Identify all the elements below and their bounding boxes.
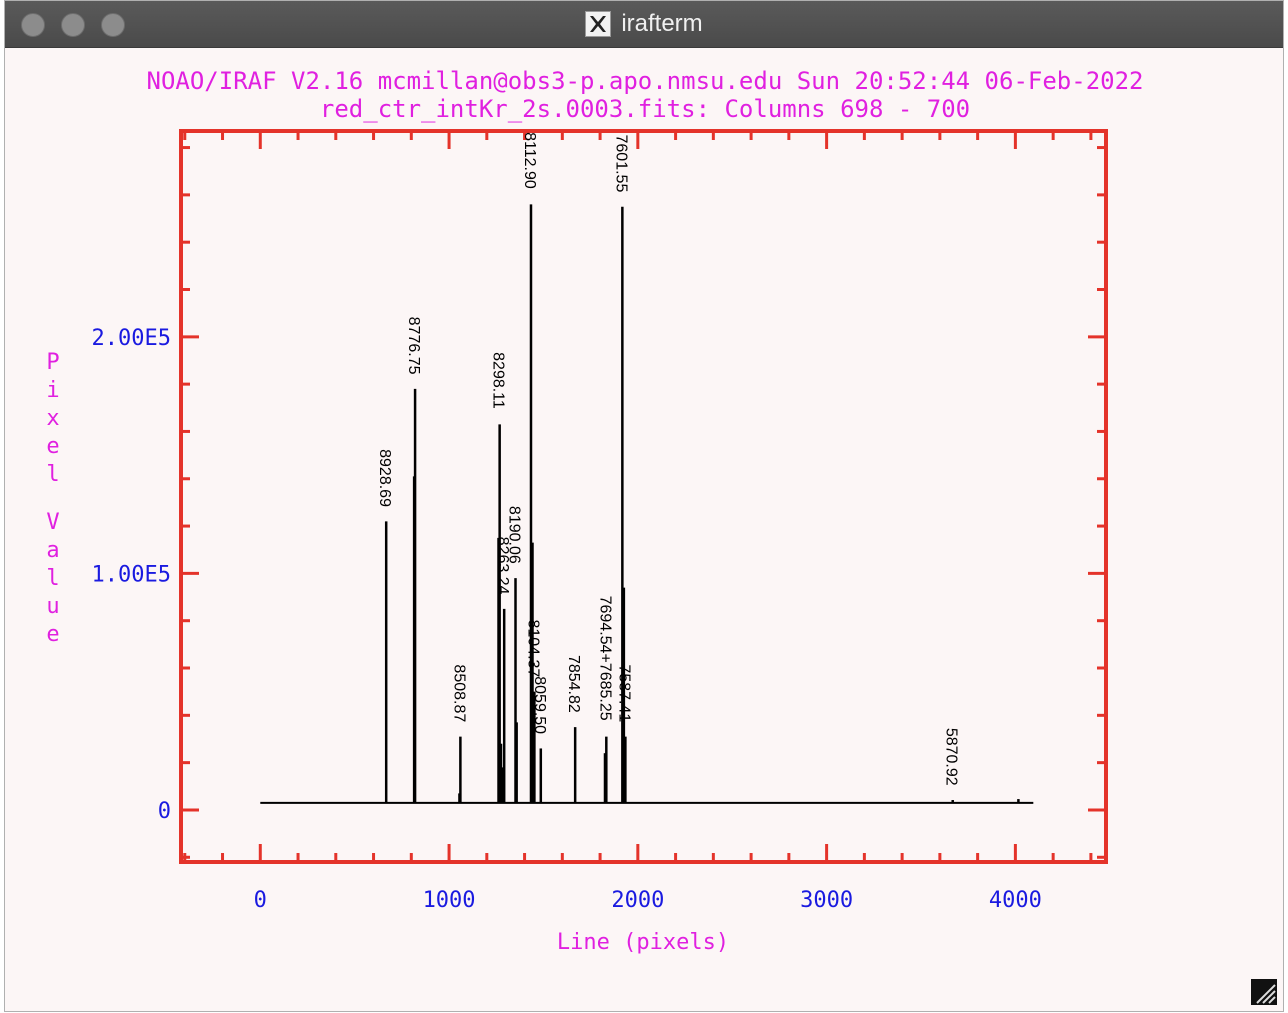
x-tick-label: 2000 <box>611 888 664 913</box>
y-axis-label-char: i <box>46 378 59 403</box>
line-id-label: 8263.24 <box>494 537 511 595</box>
axis-tick-labels: 0 1000 2000 3000 4000 0 1.00E5 2.00E5 <box>92 326 1042 913</box>
plot-subtitle: red_ctr_intKr_2s.0003.fits: Columns 698 … <box>320 95 970 123</box>
line-id-label: 8508.87 <box>450 664 467 722</box>
line-identifications: 8928.69 8776.75 8508.87 8298.11 8263.248190.… <box>376 132 960 786</box>
y-axis-label-char: l <box>46 566 59 591</box>
y-axis-label-char: V <box>46 510 59 535</box>
plot-frame <box>179 129 1108 864</box>
line-id-label: 8104.37 <box>524 619 541 677</box>
close-window-button[interactable] <box>21 13 45 37</box>
y-axis-label-char: a <box>46 538 59 563</box>
line-id-label: 7854.82 <box>565 655 582 713</box>
y-axis-label-char: u <box>46 594 59 619</box>
spectrum-series <box>260 204 1034 804</box>
y-axis-label-char: e <box>46 434 59 459</box>
x-tick-label: 1000 <box>423 888 476 913</box>
line-id-label: 8928.69 <box>376 449 393 507</box>
y-tick-label: 1.00E5 <box>92 562 171 587</box>
resize-grip-icon[interactable] <box>1251 979 1277 1005</box>
zoom-window-button[interactable] <box>101 13 125 37</box>
minimize-window-button[interactable] <box>61 13 85 37</box>
plot-title: NOAO/IRAF V2.16 mcmillan@obs3-p.apo.nmsu… <box>147 67 1144 95</box>
y-axis-label-char: e <box>46 622 59 647</box>
line-id-label: 8112.90 <box>521 132 538 189</box>
axis-ticks <box>181 131 1106 862</box>
x-tick-label: 4000 <box>989 888 1042 913</box>
x-tick-label: 0 <box>254 888 267 913</box>
line-id-label: 7694.54+7685.25 <box>596 596 613 721</box>
line-id-label: 5870.92 <box>943 728 960 786</box>
x11-logo-icon <box>585 11 612 37</box>
title-bar[interactable]: irafterm <box>5 1 1283 48</box>
y-axis-label-char: x <box>46 406 59 431</box>
line-id-label: 8776.75 <box>405 317 422 375</box>
y-tick-label: 2.00E5 <box>92 326 171 351</box>
y-axis-label-char: l <box>46 462 59 487</box>
line-id-label: 8298.11 <box>490 352 507 409</box>
line-id-label: 7601.55 <box>612 135 629 193</box>
line-id-label: 7587.41 <box>615 664 632 722</box>
spectrum-plot: NOAO/IRAF V2.16 mcmillan@obs3-p.apo.nmsu… <box>46 67 1144 955</box>
line-id-label: 8190.06 <box>506 506 523 564</box>
window-title: irafterm <box>621 10 703 37</box>
x-axis-label: Line (pixels) <box>557 930 729 955</box>
line-id-label: 8059.50 <box>531 676 548 734</box>
irafterm-window: irafterm NOAO/IRAF V2.16 mcmillan@obs3-p… <box>4 0 1284 1012</box>
y-tick-label: 0 <box>158 799 171 824</box>
y-axis-label-char: P <box>46 350 59 375</box>
x-tick-label: 3000 <box>800 888 853 913</box>
